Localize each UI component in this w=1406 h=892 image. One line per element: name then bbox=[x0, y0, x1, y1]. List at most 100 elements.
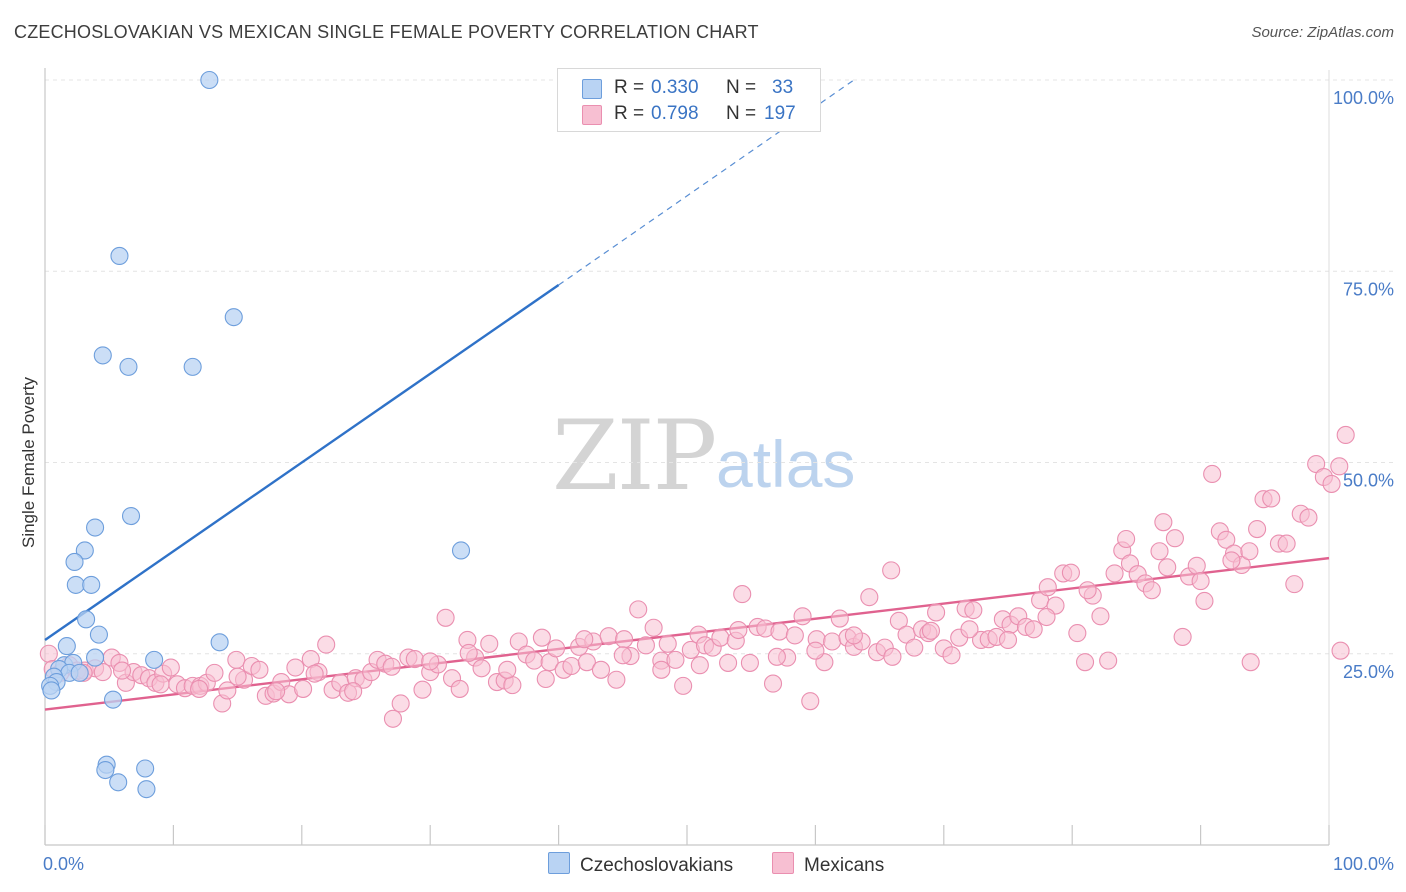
mexican-point bbox=[1203, 464, 1222, 484]
mexican-point bbox=[1142, 581, 1161, 600]
mexican-point bbox=[770, 622, 789, 641]
mexican-point bbox=[480, 634, 499, 653]
czech-point bbox=[110, 246, 129, 265]
mexican-point bbox=[498, 660, 517, 679]
mexican-point bbox=[801, 692, 820, 711]
mexican-point bbox=[883, 647, 902, 666]
czech-point bbox=[57, 637, 76, 656]
mexican-point bbox=[674, 676, 693, 695]
chart-title: CZECHOSLOVAKIAN VS MEXICAN SINGLE FEMALE… bbox=[14, 22, 759, 42]
legend-r-label: R = bbox=[614, 77, 645, 98]
mexican-point bbox=[905, 638, 924, 657]
mexican-point bbox=[228, 667, 247, 686]
mexican-point bbox=[629, 600, 648, 619]
mexican-point bbox=[577, 653, 596, 672]
y-axis-label: Single Female Poverty bbox=[19, 376, 38, 548]
mexican-point bbox=[503, 676, 522, 695]
mexican-point bbox=[1191, 572, 1210, 591]
mex-legend-label: Mexicans bbox=[804, 855, 885, 876]
czech-point bbox=[121, 506, 141, 526]
legend-n-label: N = bbox=[726, 77, 757, 98]
mexican-point bbox=[391, 694, 410, 713]
bottom-legend-czech: Czechoslovakians bbox=[548, 852, 733, 877]
mexican-point bbox=[1173, 627, 1192, 646]
mexican-point bbox=[317, 635, 336, 654]
mexican-point bbox=[205, 663, 224, 682]
y-tick-label: 75.0% bbox=[1343, 279, 1394, 299]
czech-point bbox=[93, 346, 112, 365]
mexican-point bbox=[591, 660, 611, 679]
mexican-point bbox=[711, 628, 730, 647]
mexican-point bbox=[793, 607, 812, 626]
czech-trend-line bbox=[44, 284, 560, 641]
mexican-point bbox=[1158, 558, 1177, 577]
y-tick-label: 25.0% bbox=[1343, 662, 1394, 682]
mexican-point bbox=[1024, 620, 1043, 639]
trend-lines bbox=[44, 79, 1330, 711]
mexican-point bbox=[1299, 508, 1318, 527]
mexican-point bbox=[882, 561, 901, 580]
mexican-point bbox=[1154, 513, 1173, 532]
legend-n-value: 33 bbox=[772, 77, 794, 98]
mexican-point bbox=[1078, 581, 1097, 600]
czech-point bbox=[137, 780, 156, 799]
czech-point bbox=[70, 663, 89, 682]
czech-point bbox=[136, 759, 155, 778]
chart-source: Source: ZipAtlas.com bbox=[1251, 24, 1394, 41]
mexican-point bbox=[382, 657, 401, 676]
mexican-point bbox=[305, 664, 324, 683]
x-tick-label: 0.0% bbox=[43, 854, 84, 874]
mexican-point bbox=[39, 644, 58, 663]
x-tick-label: 100.0% bbox=[1333, 854, 1394, 874]
mexican-point bbox=[1240, 542, 1259, 561]
mexican-point bbox=[1277, 534, 1296, 553]
mexican-point bbox=[658, 634, 677, 653]
czech-point bbox=[451, 541, 471, 560]
mexican-point bbox=[218, 681, 237, 700]
legend-r-value: 0.798 bbox=[651, 103, 699, 124]
mexican-point bbox=[450, 679, 469, 698]
mexican-point bbox=[740, 653, 759, 672]
mexican-point bbox=[1099, 651, 1118, 670]
mexican-point bbox=[190, 679, 209, 698]
czech-point bbox=[210, 633, 229, 652]
mexican-point bbox=[613, 646, 632, 665]
mexican-point bbox=[151, 675, 170, 694]
mexican-trend-line bbox=[44, 556, 1330, 711]
mexican-point bbox=[413, 680, 432, 699]
mexican-point bbox=[286, 658, 305, 677]
mexican-point bbox=[227, 650, 246, 669]
mexican-point bbox=[532, 628, 551, 647]
mexican-point bbox=[472, 659, 491, 678]
mexican-point bbox=[1285, 575, 1304, 594]
mexican-point bbox=[830, 609, 849, 628]
bottom-legend-mex: Mexicans bbox=[772, 852, 884, 877]
mexican-point bbox=[733, 585, 752, 604]
mexican-point bbox=[644, 618, 663, 637]
czech-legend-label: Czechoslovakians bbox=[580, 855, 734, 876]
czech-point bbox=[86, 518, 105, 537]
mexican-point bbox=[294, 679, 313, 698]
mexican-point bbox=[562, 656, 581, 676]
czech-point bbox=[77, 610, 96, 629]
mexican-point bbox=[636, 636, 655, 655]
mexican-point bbox=[1217, 530, 1236, 549]
mexican-point bbox=[607, 670, 626, 689]
watermark-atlas: atlas bbox=[716, 427, 856, 501]
legend-r-value: 0.330 bbox=[651, 77, 699, 98]
mexican-point bbox=[763, 674, 783, 693]
mexican-point bbox=[383, 709, 403, 728]
mexican-point bbox=[161, 658, 180, 677]
mexican-point bbox=[844, 626, 863, 645]
czech-point bbox=[104, 690, 123, 709]
mexican-point bbox=[1091, 607, 1110, 626]
mexican-point bbox=[267, 682, 286, 701]
czech-point bbox=[42, 681, 61, 700]
mexican-point bbox=[599, 627, 618, 646]
mexican-point bbox=[927, 603, 946, 622]
mexican-point bbox=[615, 630, 634, 649]
czech-point bbox=[82, 575, 101, 594]
czech-point bbox=[145, 650, 164, 669]
correlation-legend: R = 0.330 N = 33 R = 0.798 N = 197 bbox=[557, 68, 821, 132]
